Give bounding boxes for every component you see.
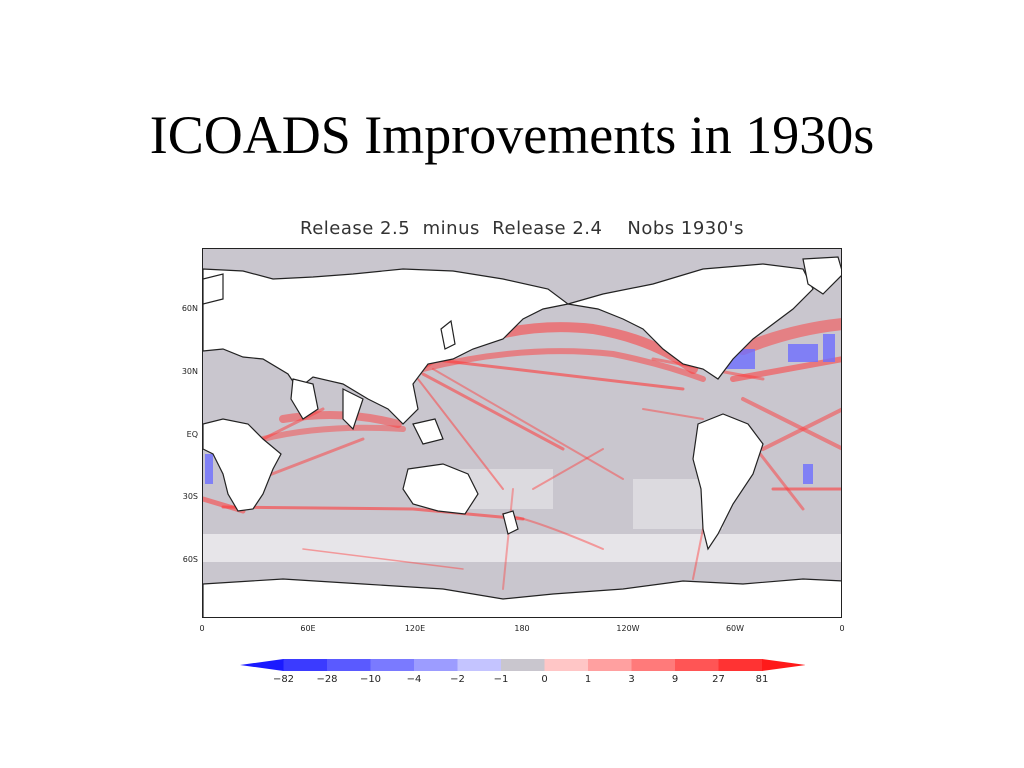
map-canvas bbox=[203, 249, 841, 617]
colorbar-label: −10 bbox=[359, 674, 382, 685]
lat-label-30n: 30N bbox=[181, 367, 198, 376]
colorbar-label: 0 bbox=[541, 674, 548, 685]
colorbar-label: −28 bbox=[316, 674, 338, 685]
colorbar-label: 1 bbox=[584, 674, 592, 685]
continents bbox=[203, 256, 841, 617]
colorbar-label: 9 bbox=[671, 674, 679, 685]
colorbar-label: −2 bbox=[450, 674, 465, 685]
lon-label-0-right: 0 bbox=[839, 624, 845, 633]
colorbar bbox=[240, 659, 805, 671]
southern-sparse-band bbox=[203, 534, 841, 562]
colorbar-arrow-right bbox=[762, 659, 805, 671]
colorbar-cell bbox=[283, 659, 328, 671]
colorbar-cells bbox=[240, 659, 805, 671]
colorbar-cell bbox=[414, 659, 458, 671]
lon-label-120e: 120E bbox=[404, 624, 426, 633]
colorbar-cell bbox=[631, 659, 676, 671]
colorbar-cell bbox=[457, 659, 502, 671]
colorbar-arrow-left bbox=[240, 659, 284, 671]
colorbar-label: 81 bbox=[755, 674, 769, 685]
colorbar-label: 3 bbox=[628, 674, 635, 685]
colorbar-cell bbox=[370, 659, 415, 671]
lon-label-0-left: 0 bbox=[199, 624, 205, 633]
lon-label-60w: 60W bbox=[725, 624, 745, 633]
map-title: Release 2.5 minus Release 2.4 Nobs 1930'… bbox=[300, 218, 744, 239]
lat-label-60s: 60S bbox=[182, 555, 198, 564]
lon-label-120w: 120W bbox=[616, 624, 640, 633]
lat-label-60n: 60N bbox=[181, 304, 198, 313]
colorbar-cell bbox=[544, 659, 589, 671]
world-map bbox=[202, 248, 842, 618]
colorbar-cell bbox=[718, 659, 763, 671]
slide-title: ICOADS Improvements in 1930s bbox=[149, 105, 875, 165]
lon-label-60e: 60E bbox=[300, 624, 316, 633]
colorbar-label: −4 bbox=[406, 674, 422, 685]
shipping-tracks bbox=[203, 286, 841, 590]
colorbar-label: −1 bbox=[493, 674, 509, 685]
lat-label-30s: 30S bbox=[182, 492, 198, 501]
colorbar-cell bbox=[675, 659, 719, 671]
colorbar-label: 27 bbox=[712, 674, 725, 685]
colorbar-label: −82 bbox=[272, 674, 295, 685]
lat-label-eq: EQ bbox=[186, 430, 198, 439]
colorbar-cell bbox=[327, 659, 371, 671]
colorbar-cell bbox=[588, 659, 632, 671]
colorbar-cell bbox=[501, 659, 545, 671]
lon-label-180: 180 bbox=[514, 624, 530, 633]
